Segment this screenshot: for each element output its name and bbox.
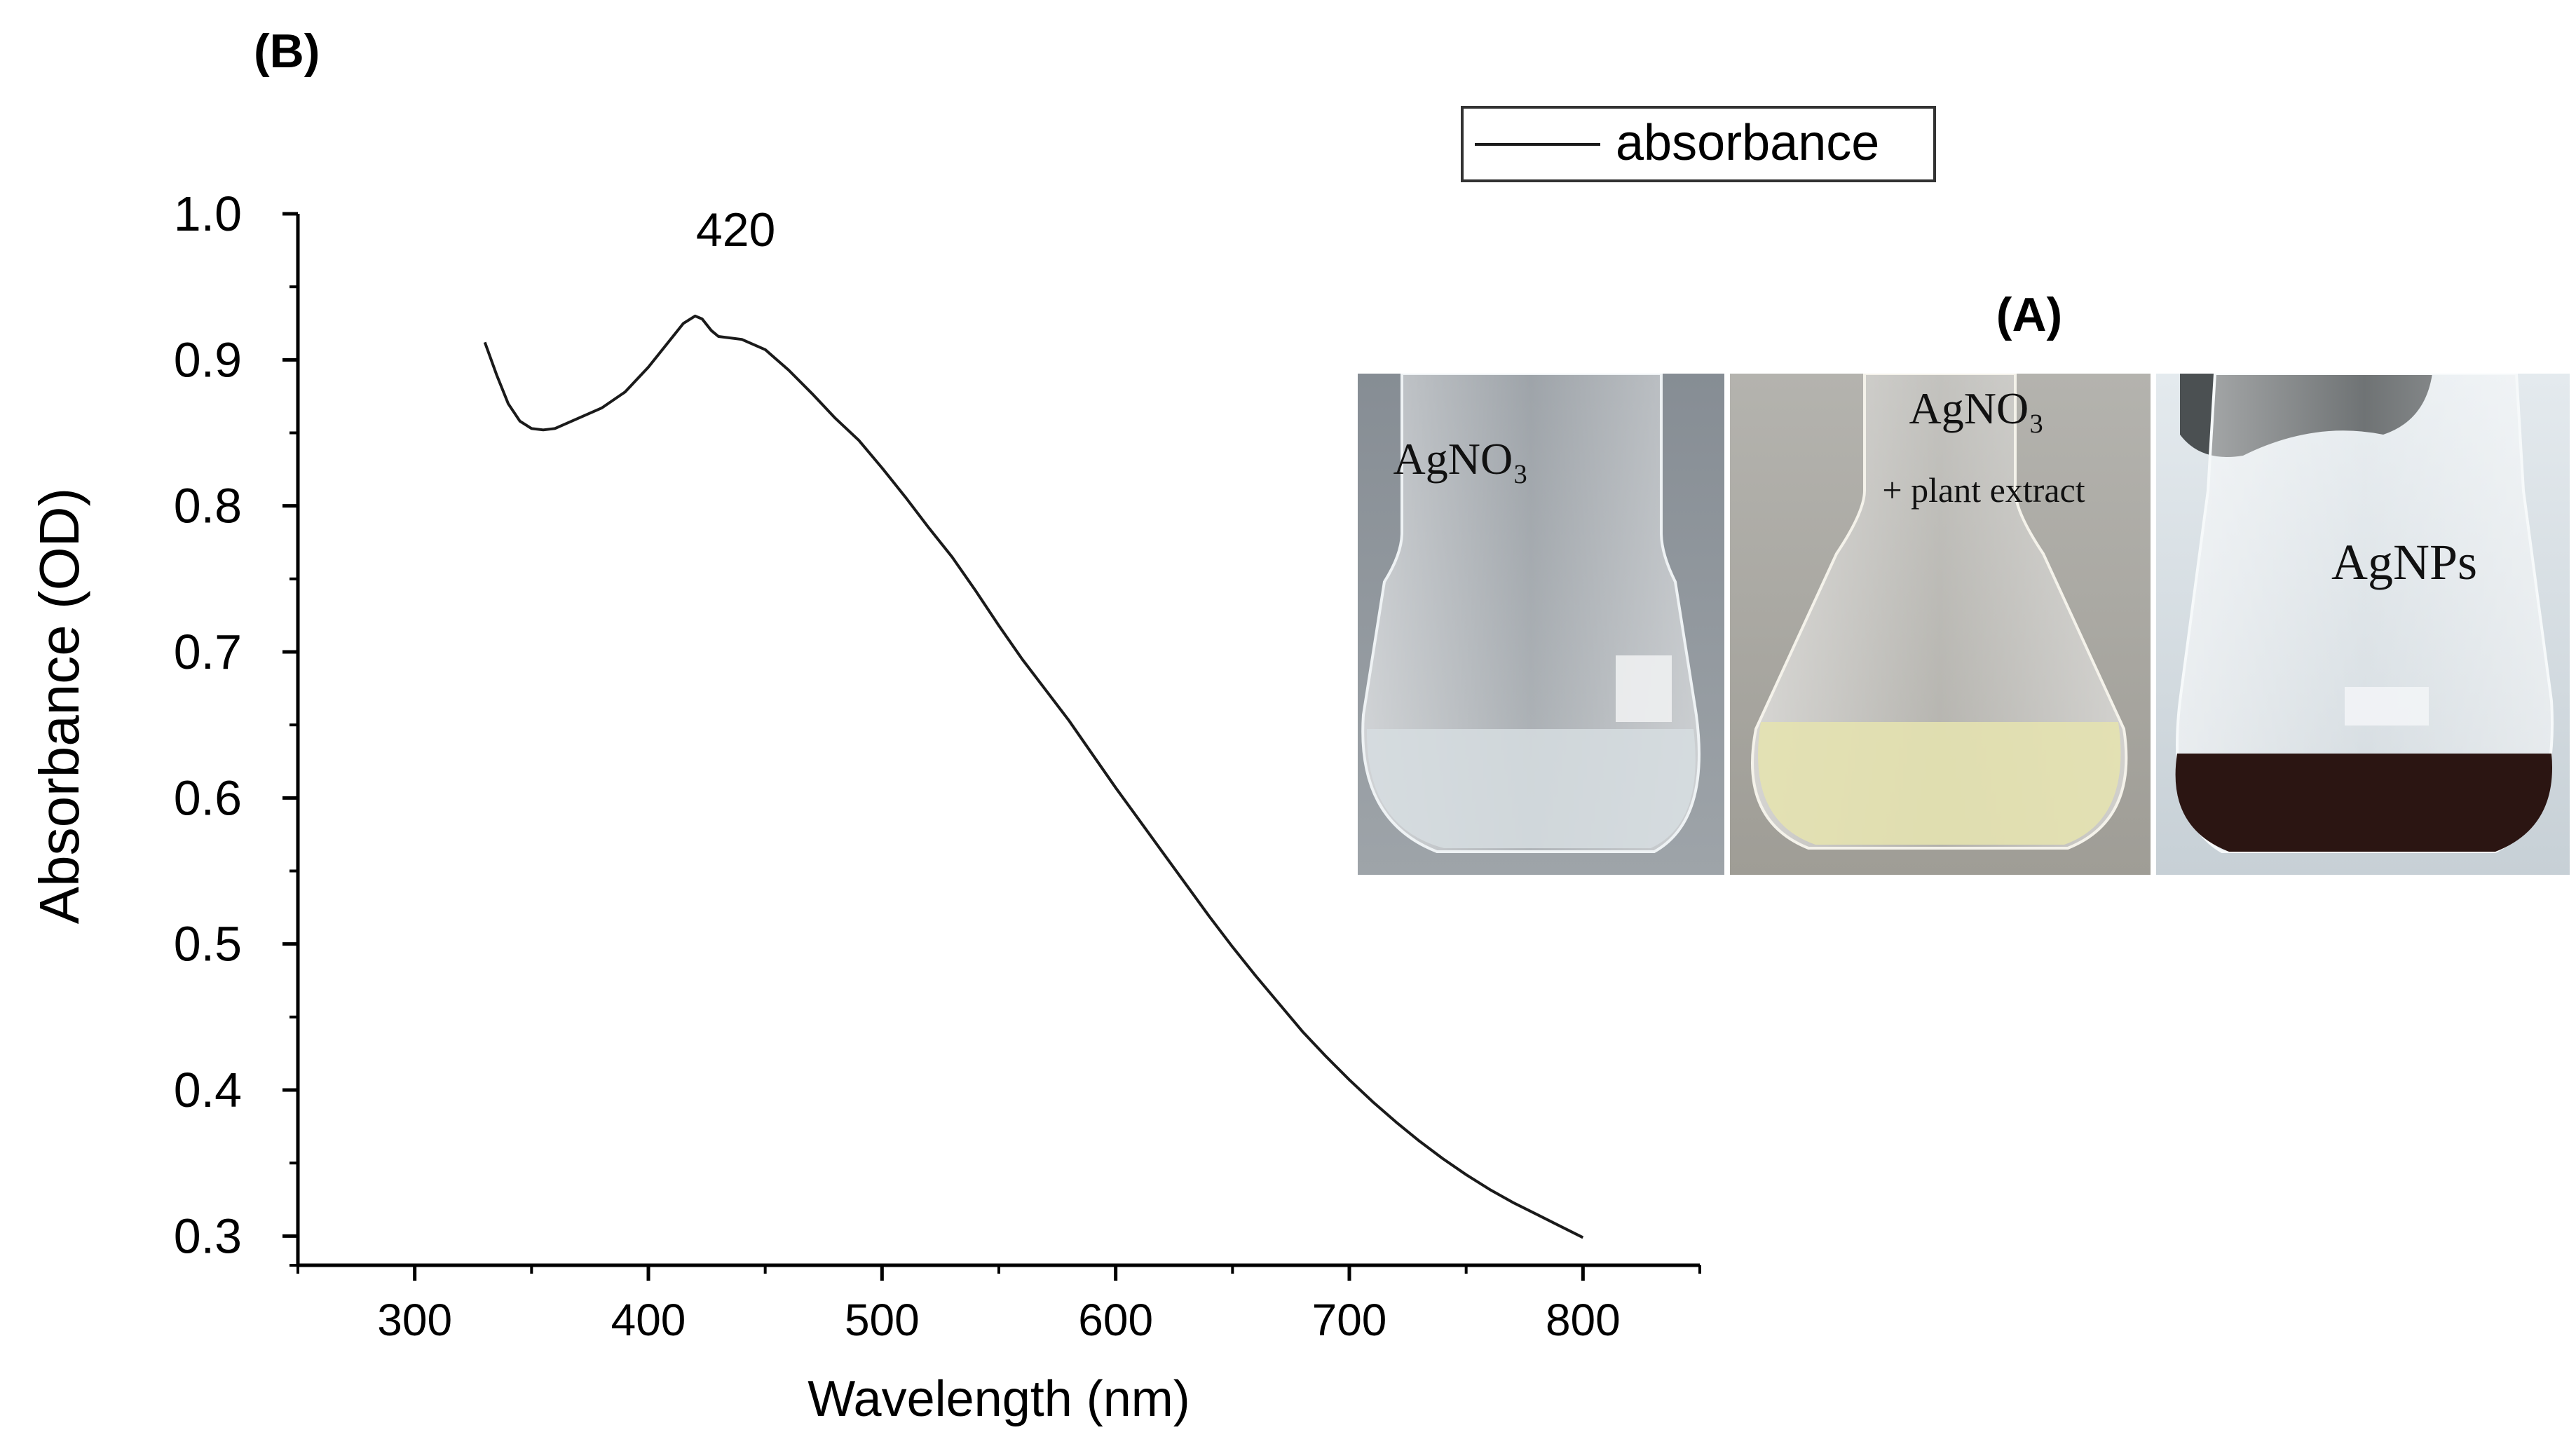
photo-agno3: AgNO₃	[1358, 374, 1724, 875]
panel-b-label: (B)	[254, 25, 320, 78]
x-tick-label: 500	[845, 1295, 920, 1345]
x-axis-label: Wavelength (nm)	[807, 1371, 1190, 1427]
y-tick-label: 1.0	[174, 186, 242, 241]
y-tick-label: 0.8	[174, 479, 242, 533]
x-tick-label: 600	[1078, 1295, 1153, 1345]
photo-sublabel: + plant extract	[1882, 470, 2085, 510]
photo-label: AgNO₃	[1393, 434, 1529, 484]
y-tick-label: 0.9	[174, 332, 242, 387]
flask-label-sticker	[1616, 655, 1672, 722]
photo-label: AgNO₃	[1909, 383, 2045, 433]
flask-liquid	[2175, 754, 2552, 852]
photo-separator	[2151, 374, 2156, 875]
panel-a-label: (A)	[1996, 288, 2062, 341]
photo-strip: AgNO₃ AgNO₃ + plant extract AgNPs	[1358, 374, 2570, 875]
y-tick-label: 0.3	[174, 1208, 242, 1263]
y-tick-label: 0.6	[174, 770, 242, 825]
legend: absorbance	[1461, 106, 1936, 182]
tick-labels: 0.3 0.4 0.5 0.6 0.7 0.8 0.9 1.0 300 400 500 600 700 8…	[174, 186, 1621, 1345]
flask-liquid	[1758, 722, 2121, 845]
photo-separator	[1724, 374, 1730, 875]
x-tick-label: 400	[611, 1295, 686, 1345]
photo-agnps: AgNPs	[2156, 374, 2570, 875]
flask-label-sticker	[2345, 687, 2429, 726]
photo-label: AgNPs	[2331, 534, 2477, 590]
x-tick-label: 800	[1546, 1295, 1621, 1345]
ticks	[282, 212, 1701, 1281]
y-tick-label: 0.7	[174, 625, 242, 679]
legend-label: absorbance	[1616, 115, 1879, 171]
y-tick-label: 0.5	[174, 917, 242, 972]
y-tick-label: 0.4	[174, 1063, 242, 1117]
absorbance-line	[483, 314, 1584, 1239]
x-tick-label: 700	[1312, 1295, 1387, 1345]
peak-annotation: 420	[696, 203, 775, 257]
flask-liquid	[1366, 729, 1696, 848]
y-axis-label: Absorbance (OD)	[28, 488, 90, 924]
x-tick-label: 300	[377, 1295, 452, 1345]
photo-agno3-plant-extract: AgNO₃ + plant extract	[1730, 374, 2151, 875]
